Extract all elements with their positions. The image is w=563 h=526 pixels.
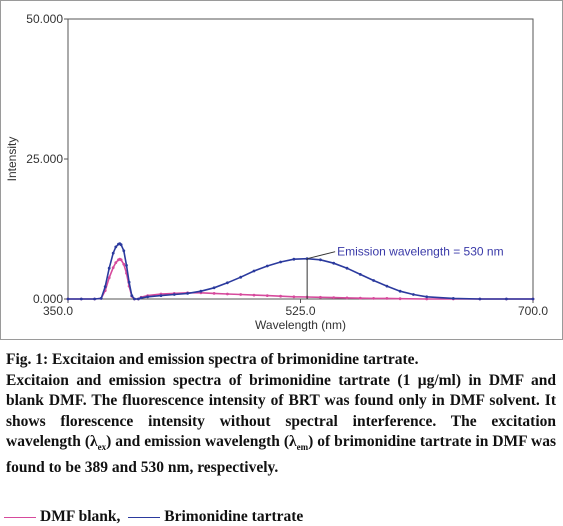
series-1-point (332, 296, 336, 299)
series-1-point (398, 297, 402, 301)
spectrum-chart: 0.000 25.000 50.000 350.0 525.0 700.0 Emissi… (5, 12, 548, 332)
caption-body-part3: ) of brimonidine tartrate in DMF was fou… (6, 433, 556, 476)
series-2-point (107, 266, 111, 270)
legend-item-dmf-blank: DMF blank, (4, 508, 120, 526)
series-2-point (199, 289, 203, 293)
series-1-point (279, 294, 282, 298)
series-1-point (107, 276, 111, 280)
caption-sub-ex: ex (97, 442, 107, 453)
series-2-point (292, 257, 296, 261)
series-2-point (505, 297, 508, 301)
series-1-point (122, 262, 126, 266)
caption-body-part1: Excitaion and emission spectra of brimon… (6, 371, 556, 451)
legend: DMF blank, Brimonidine tartrate (4, 508, 303, 526)
series-1-point (358, 296, 362, 300)
series-2-point (332, 261, 336, 265)
series-1-point (212, 292, 216, 295)
series-2-point (358, 273, 362, 276)
series-1-point (252, 293, 256, 297)
series-2-point (122, 249, 126, 253)
series-2-point (114, 245, 118, 249)
series-2-point (265, 264, 269, 268)
y-tick-label: 25.000 (26, 152, 63, 166)
series-layer (66, 242, 535, 301)
series-1-point (385, 297, 389, 300)
series-2-point (186, 292, 190, 295)
x-axis-ticks: 350.0 525.0 700.0 (43, 299, 548, 318)
annotation-label: Emission wavelength = 530 nm (337, 245, 503, 259)
caption-body-part2: ) and emission wavelength (λ (106, 433, 297, 450)
series-2-point (425, 295, 429, 299)
y-tick-label: 0.000 (33, 292, 63, 306)
series-2-point (119, 243, 123, 247)
caption-title: Fig. 1: Excitaion and emission spectra o… (6, 351, 419, 368)
legend-item-brimonidine: Brimonidine tartrate (128, 508, 303, 526)
series-1-point (111, 266, 115, 269)
series-2-point (137, 297, 140, 301)
series-2-point (146, 295, 150, 299)
series-2-point (133, 297, 136, 301)
series-2-point (79, 297, 83, 301)
series-2-point (103, 285, 107, 289)
caption-body: Excitaion and emission spectra of brimon… (6, 371, 556, 479)
y-axis-label: Intensity (5, 137, 19, 182)
x-tick-label: 350.0 (43, 304, 73, 318)
series-2-point (478, 297, 482, 301)
series-2-point (99, 297, 103, 300)
series-2-point (345, 266, 349, 270)
series-1-point (292, 295, 296, 299)
legend-swatch-brimonidine (128, 516, 161, 518)
legend-swatch-dmf-blank (4, 516, 36, 518)
x-axis-label: Wavelength (nm) (255, 318, 346, 332)
series-1-point (372, 297, 375, 300)
series-2-point (125, 264, 128, 267)
series-2-point (66, 297, 70, 301)
series-2-point (385, 284, 389, 288)
series-2-point (451, 297, 455, 300)
annotation-leader-line (307, 251, 336, 260)
series-2-point (127, 280, 131, 284)
annotation-layer: Emission wavelength = 530 nm (306, 245, 504, 299)
series-1-point (114, 261, 118, 264)
caption-sub-em: em (296, 442, 309, 453)
series-2-point (531, 297, 535, 301)
series-1-point (265, 294, 269, 297)
series-2-point (279, 260, 282, 264)
series-1-point (226, 292, 229, 296)
series-2-point (398, 289, 402, 293)
series-1-point (425, 297, 429, 301)
series-1-point (345, 296, 349, 300)
x-tick-label: 525.0 (285, 304, 315, 318)
y-tick-label: 50.000 (26, 12, 63, 26)
y-axis-ticks: 0.000 25.000 50.000 (26, 12, 68, 306)
series-2-point (139, 296, 143, 300)
series-2-point (212, 286, 216, 290)
series-2-point (252, 269, 256, 273)
series-2-point (372, 279, 375, 282)
legend-label-brimonidine: Brimonidine tartrate (164, 508, 304, 525)
series-2-point (319, 258, 322, 262)
series-2-point (93, 297, 96, 301)
legend-label-dmf-blank: DMF blank, (40, 508, 121, 525)
series-1-point (239, 293, 243, 296)
series-2-point (412, 293, 415, 296)
series-1-point (319, 295, 322, 299)
series-2-point (226, 281, 229, 285)
series-2-point (111, 251, 115, 255)
series-2-point (159, 294, 163, 297)
series-2-point (172, 293, 176, 296)
x-tick-label: 700.0 (518, 304, 548, 318)
series-1-point (119, 258, 123, 262)
plot-area (67, 18, 534, 300)
figure-caption: Fig. 1: Excitaion and emission spectra o… (6, 350, 556, 478)
series-2-point (239, 275, 243, 279)
series-2-point (130, 294, 134, 297)
